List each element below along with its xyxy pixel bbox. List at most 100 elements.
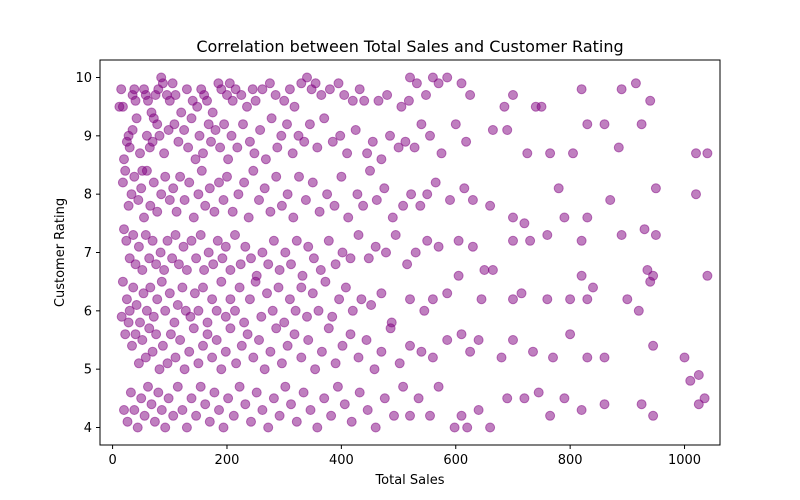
data-point	[220, 346, 231, 357]
data-point	[354, 84, 365, 95]
data-point	[449, 422, 460, 433]
data-point	[340, 282, 351, 293]
data-point	[299, 136, 310, 147]
data-point	[599, 399, 610, 410]
data-point	[421, 90, 431, 100]
data-point	[240, 241, 251, 252]
data-point	[559, 212, 570, 223]
data-point	[151, 329, 162, 340]
data-point	[393, 142, 404, 153]
data-point	[190, 154, 201, 165]
data-point	[124, 305, 135, 316]
data-point	[385, 323, 396, 334]
data-point	[119, 154, 129, 165]
data-point	[356, 294, 367, 305]
data-point	[177, 405, 188, 415]
data-point	[582, 119, 593, 130]
data-point	[223, 393, 234, 404]
data-point	[342, 148, 353, 159]
data-point	[582, 352, 593, 363]
data-point	[259, 364, 270, 375]
data-point	[246, 253, 256, 264]
data-point	[218, 422, 229, 433]
data-point	[508, 335, 518, 345]
data-point	[133, 358, 144, 369]
data-point	[228, 410, 239, 421]
data-point	[362, 405, 373, 415]
data-point	[442, 72, 453, 83]
data-point	[613, 142, 624, 153]
data-point	[135, 317, 145, 328]
data-point	[179, 364, 190, 375]
data-point	[160, 305, 171, 316]
data-point	[427, 294, 438, 305]
data-point	[116, 84, 127, 95]
data-point	[178, 241, 189, 252]
data-point	[240, 399, 251, 410]
data-point	[126, 189, 137, 200]
data-point	[195, 230, 206, 240]
data-point	[191, 410, 202, 421]
data-point	[405, 294, 415, 305]
data-point	[425, 130, 435, 141]
data-point	[279, 95, 290, 106]
data-point	[284, 294, 295, 305]
data-point	[198, 282, 208, 293]
data-point	[164, 195, 175, 205]
data-point	[650, 183, 661, 194]
data-point	[206, 136, 216, 147]
data-point	[181, 84, 192, 95]
data-point	[456, 78, 467, 89]
data-point	[413, 393, 424, 404]
data-point	[276, 130, 287, 141]
data-point	[203, 119, 214, 130]
data-point	[385, 130, 395, 141]
data-point	[363, 253, 374, 264]
data-point	[459, 183, 470, 194]
y-tick-label: 6	[84, 304, 92, 319]
data-point	[702, 270, 713, 281]
data-point	[353, 230, 364, 240]
data-point	[352, 189, 363, 200]
data-point	[366, 300, 377, 310]
data-point	[143, 95, 153, 106]
data-point	[121, 294, 132, 305]
data-point	[128, 230, 139, 240]
data-point	[148, 177, 159, 188]
data-point	[160, 171, 171, 182]
data-point	[122, 416, 133, 427]
y-tick-label: 4	[84, 421, 92, 436]
data-point	[376, 288, 387, 299]
data-point	[347, 305, 358, 316]
data-point	[214, 405, 224, 415]
data-point	[406, 189, 417, 200]
data-point	[335, 130, 346, 141]
data-point	[282, 119, 292, 130]
data-point	[257, 405, 268, 415]
data-point	[273, 282, 284, 293]
y-tick-label: 8	[84, 188, 92, 203]
data-point	[648, 410, 659, 421]
data-point	[145, 282, 156, 293]
data-point	[373, 95, 384, 106]
data-point	[462, 422, 473, 433]
data-point	[636, 399, 647, 410]
data-point	[232, 142, 243, 153]
data-point	[137, 265, 148, 275]
data-point	[294, 171, 304, 182]
data-point	[141, 165, 152, 176]
data-point	[265, 206, 276, 217]
data-point	[176, 107, 187, 118]
data-point	[379, 183, 390, 194]
data-point	[576, 405, 587, 415]
y-axis-label: Customer Rating	[53, 198, 68, 307]
data-point	[327, 311, 338, 322]
data-point	[225, 323, 236, 334]
data-point	[224, 78, 235, 89]
data-point	[465, 346, 476, 357]
data-point	[536, 101, 547, 112]
data-point	[256, 311, 267, 322]
data-point	[264, 78, 275, 89]
data-point	[170, 352, 181, 363]
data-point	[282, 340, 293, 351]
